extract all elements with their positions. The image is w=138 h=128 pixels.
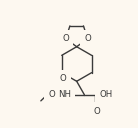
- Text: O: O: [62, 34, 69, 43]
- Text: O: O: [48, 90, 55, 99]
- Text: O: O: [93, 107, 100, 116]
- Text: O: O: [60, 74, 67, 83]
- Text: NH: NH: [58, 90, 71, 99]
- Text: OH: OH: [100, 90, 113, 99]
- Text: O: O: [84, 34, 91, 43]
